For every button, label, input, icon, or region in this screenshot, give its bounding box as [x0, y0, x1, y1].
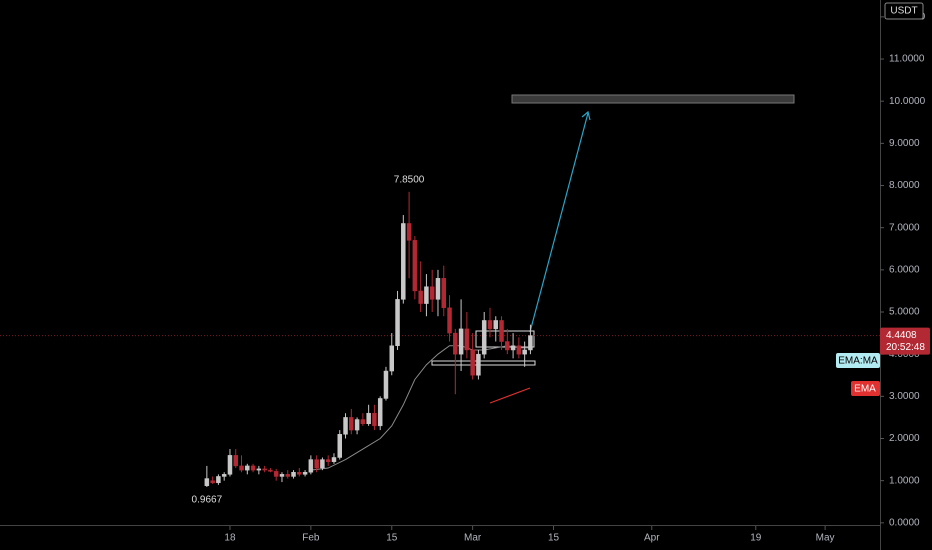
y-tick-label: 2.0000: [889, 433, 920, 444]
projection-arrow: [529, 112, 589, 333]
candle-body: [493, 320, 499, 330]
currency-badge: [884, 2, 924, 20]
y-tick-label: 8.0000: [889, 180, 920, 191]
candle-body: [453, 332, 458, 355]
candle-body: [239, 465, 244, 471]
candle-body: [470, 349, 475, 376]
candle-body: [522, 349, 527, 355]
candle-body: [279, 474, 285, 477]
countdown: 20:52:48: [886, 342, 925, 353]
candle-body: [291, 471, 296, 477]
candle-body: [505, 341, 510, 351]
candle-body: [216, 476, 221, 484]
y-tick-label: 11.0000: [889, 54, 925, 65]
candle-body: [481, 320, 487, 355]
candle-body: [510, 345, 516, 351]
candle-body: [418, 290, 423, 304]
x-tick-label: May: [816, 533, 835, 544]
candle-body: [389, 345, 395, 372]
candle-body: [360, 419, 366, 424]
candle-body: [308, 459, 314, 473]
candle-body: [464, 328, 470, 351]
target-zone: [511, 94, 795, 104]
candle-body: [528, 335, 533, 351]
candle-body: [349, 417, 354, 431]
candle-body: [383, 370, 389, 399]
y-tick-label: 9.0000: [889, 138, 920, 149]
candle-body: [268, 469, 273, 472]
x-tick-label: 18: [224, 533, 236, 544]
arrow-head: [581, 110, 591, 121]
candle-body: [262, 468, 267, 471]
candle-body: [297, 471, 302, 475]
support-box: [431, 360, 536, 366]
candle-body: [273, 471, 279, 477]
candle-body: [429, 286, 435, 300]
candle-body: [285, 474, 290, 477]
candle-body: [447, 307, 452, 334]
ema-ma-label: EMA:MA: [838, 356, 878, 367]
currency: USDT: [890, 6, 917, 17]
candle-body: [366, 412, 371, 424]
ema-line: [310, 345, 531, 471]
candle-body: [406, 223, 412, 241]
candle-body: [302, 471, 308, 475]
last-price-label: 4.4408: [886, 330, 917, 341]
candle-body: [458, 328, 464, 355]
candle-body: [487, 320, 493, 330]
y-tick-label: 7.0000: [889, 222, 920, 233]
candle-body: [395, 299, 400, 346]
x-tick-label: Feb: [302, 533, 320, 544]
candle-body: [354, 419, 360, 431]
candle-body: [256, 468, 262, 471]
candle-body: [343, 417, 348, 435]
candle-body: [227, 455, 233, 475]
plot: [0, 191, 880, 487]
low-annotation: 0.9667: [192, 495, 223, 506]
candle-body: [424, 286, 429, 304]
candle-body: [441, 278, 447, 309]
candle-body: [250, 465, 256, 471]
range-box: [475, 330, 535, 348]
candle-body: [499, 320, 504, 342]
y-tick-label: 0.0000: [889, 517, 920, 528]
candle-body: [435, 278, 441, 300]
candle-body: [325, 459, 331, 462]
candle-body: [204, 478, 210, 486]
y-tick-label: 3.0000: [889, 391, 920, 402]
y-tick-label: 5.0000: [889, 307, 920, 318]
candle-body: [314, 459, 319, 469]
price-badge: [880, 327, 930, 355]
candle-body: [233, 455, 238, 467]
ema-ma-badge: [836, 353, 880, 368]
candle-body: [210, 480, 215, 484]
trend-line: [489, 387, 531, 404]
candle-body: [337, 434, 343, 458]
y-tick-label: 1.0000: [889, 475, 920, 486]
y-tick-label: 10.0000: [889, 96, 926, 107]
x-tick-label: 15: [386, 533, 398, 544]
candle-body: [516, 345, 522, 355]
x-tick-label: Mar: [464, 533, 482, 544]
candle-body: [221, 474, 227, 477]
ema-label: EMA: [854, 384, 876, 395]
candle-body: [401, 223, 406, 300]
candle-body: [377, 398, 383, 427]
candle-body: [412, 240, 418, 292]
x-tick-label: 15: [548, 533, 560, 544]
candle-body: [320, 459, 325, 469]
ema-badge: [851, 381, 880, 396]
high-annotation: 7.8500: [394, 174, 425, 185]
y-tick-label: 6.0000: [889, 264, 920, 275]
x-tick-label: Apr: [644, 533, 660, 544]
candle-body: [245, 465, 250, 471]
candle-body: [331, 457, 337, 462]
candle-body: [476, 353, 481, 376]
x-tick-label: 19: [750, 533, 762, 544]
candle-body: [372, 412, 377, 427]
